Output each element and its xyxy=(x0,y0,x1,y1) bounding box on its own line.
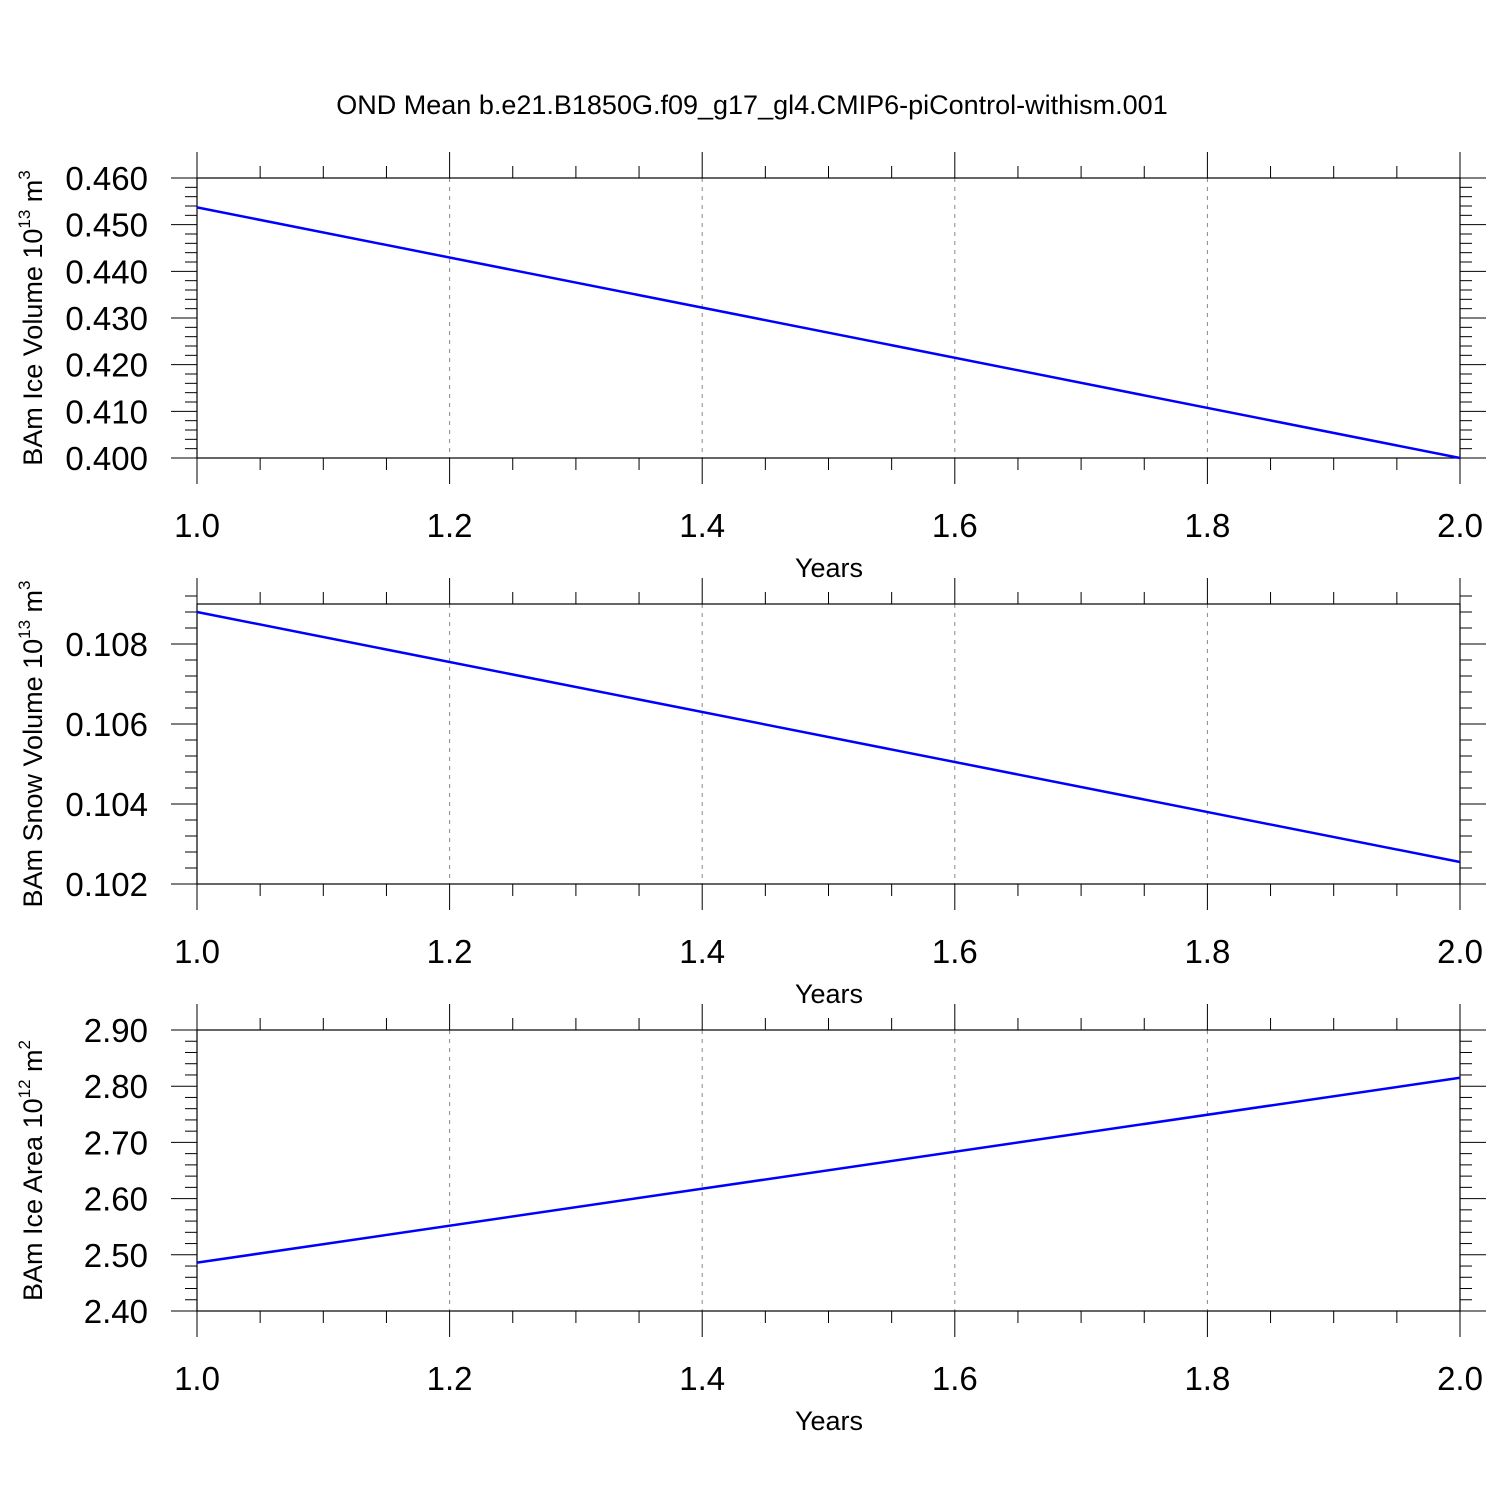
x-tick-label: 1.4 xyxy=(679,507,725,544)
x-tick-label: 1.6 xyxy=(932,507,978,544)
y-tick-label: 2.60 xyxy=(84,1181,148,1218)
y-axis-label-unit: m xyxy=(18,590,48,620)
figure-title: OND Mean b.e21.B1850G.f09_g17_gl4.CMIP6-… xyxy=(336,90,1167,120)
series-line-1 xyxy=(196,1076,1461,1264)
y-tick-label: 2.70 xyxy=(84,1124,148,1161)
x-tick-label: 1.2 xyxy=(427,507,473,544)
y-axis-label-unit-exponent: 3 xyxy=(15,580,34,589)
y-tick-label: 2.40 xyxy=(84,1293,148,1330)
x-axis-label: Years xyxy=(795,1406,863,1436)
y-axis-label-exponent: 13 xyxy=(15,620,34,639)
y-tick-label: 0.460 xyxy=(65,160,148,197)
y-axis-label-unit-exponent: 3 xyxy=(15,170,34,179)
chart-panel-2: 0.102 0.104 0.106 0.108 1.0 1.2 1.4 1.6 1.8 2.0 Ye… xyxy=(15,578,1486,1009)
x-tick-label: 1.0 xyxy=(174,933,220,970)
plot-frame xyxy=(196,603,1461,885)
x-axis-label: Years xyxy=(795,553,863,583)
x-tick-label: 1.4 xyxy=(679,933,725,970)
plot-frame xyxy=(196,177,1461,459)
y-tick-label: 0.108 xyxy=(65,626,148,663)
y-tick-label: 2.80 xyxy=(84,1068,148,1105)
y-tick-label: 0.400 xyxy=(65,440,148,477)
x-axis-label: Years xyxy=(795,979,863,1009)
y-axis-label-exponent: 13 xyxy=(15,210,34,229)
y-tick-label: 0.430 xyxy=(65,300,148,337)
x-tick-label: 1.6 xyxy=(932,933,978,970)
y-axis-label-unit: m xyxy=(18,180,48,210)
panels: 0.400 0.410 0.420 0.430 0.440 0.450 0.460 1.0 1.… xyxy=(15,152,1486,1436)
series-line-1 xyxy=(196,206,1461,460)
y-tick-label: 2.90 xyxy=(84,1012,148,1049)
x-tick-label: 1.6 xyxy=(932,1360,978,1397)
y-axis-label-unit: m xyxy=(18,1049,48,1079)
x-tick-label: 2.0 xyxy=(1437,933,1483,970)
y-axis-label: BAm Ice Area 1012 m2 xyxy=(15,1040,48,1301)
y-tick-label: 2.50 xyxy=(84,1237,148,1274)
chart-panel-1: 0.400 0.410 0.420 0.430 0.440 0.450 0.460 1.0 1.… xyxy=(15,152,1486,583)
y-axis-label: BAm Snow Volume 1013 m3 xyxy=(15,580,48,907)
chart-panel-3: 2.40 2.50 2.60 2.70 2.80 2.90 1.0 1.2 1.4 1.6 1.8 2… xyxy=(15,1004,1486,1436)
y-axis-label-text: BAm Ice Area 10 xyxy=(18,1098,48,1301)
x-tick-label: 1.0 xyxy=(174,1360,220,1397)
x-tick-label: 1.4 xyxy=(679,1360,725,1397)
y-tick-label: 0.410 xyxy=(65,393,148,430)
series-line-1 xyxy=(196,610,1461,864)
x-tick-label: 2.0 xyxy=(1437,1360,1483,1397)
x-tick-label: 1.8 xyxy=(1184,1360,1230,1397)
x-tick-label: 1.2 xyxy=(427,1360,473,1397)
x-tick-label: 1.2 xyxy=(427,933,473,970)
y-tick-label: 0.440 xyxy=(65,253,148,290)
x-tick-label: 2.0 xyxy=(1437,507,1483,544)
y-tick-label: 0.106 xyxy=(65,706,148,743)
y-tick-label: 0.104 xyxy=(65,786,148,823)
y-tick-label: 0.420 xyxy=(65,347,148,384)
y-axis-label-text: BAm Snow Volume 10 xyxy=(18,639,48,908)
y-axis-label-exponent: 12 xyxy=(15,1079,34,1098)
y-axis-label: BAm Ice Volume 1013 m3 xyxy=(15,170,48,466)
y-axis-label-unit-exponent: 2 xyxy=(15,1040,34,1049)
x-tick-label: 1.8 xyxy=(1184,933,1230,970)
y-tick-label: 0.450 xyxy=(65,207,148,244)
y-tick-label: 0.102 xyxy=(65,866,148,903)
y-axis-label-text: BAm Ice Volume 10 xyxy=(18,229,48,466)
x-tick-label: 1.8 xyxy=(1184,507,1230,544)
x-tick-label: 1.0 xyxy=(174,507,220,544)
